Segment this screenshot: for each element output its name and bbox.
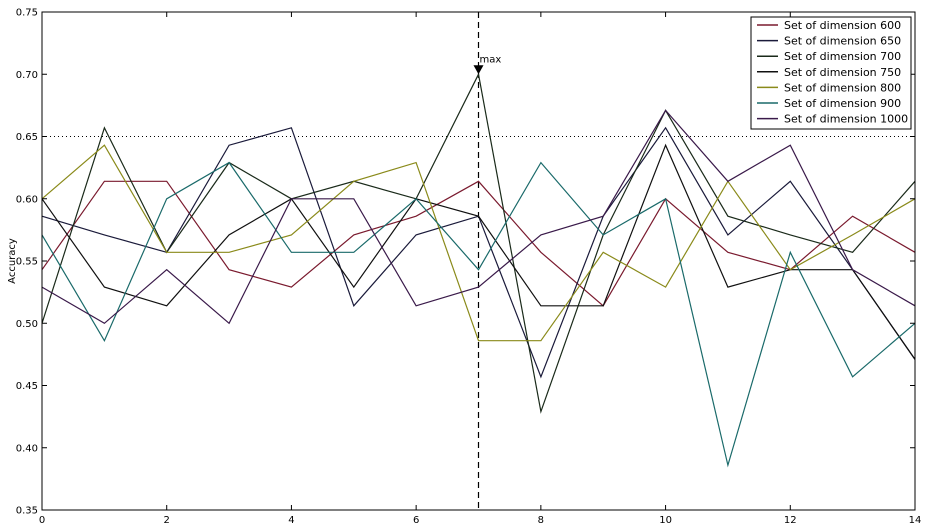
- series-line-5: [41, 144, 916, 342]
- x-tick-label: 4: [288, 515, 294, 526]
- x-tick-label: 12: [784, 515, 797, 526]
- legend-label: Set of dimension 800: [784, 81, 901, 94]
- legend: Set of dimension 600 Set of dimension 650…: [750, 16, 912, 130]
- series-line-6: [41, 161, 916, 468]
- series-line-1: [41, 180, 916, 307]
- y-tick-label: 0.75: [16, 8, 38, 19]
- x-tick-label: 2: [164, 515, 170, 526]
- x-tick-label: 0: [39, 515, 45, 526]
- y-tick-label: 0.70: [16, 70, 38, 81]
- legend-items: Set of dimension 600 Set of dimension 650…: [757, 19, 908, 126]
- legend-label: Set of dimension 700: [784, 50, 901, 63]
- series-line-3: [41, 72, 916, 414]
- x-tick-label: 10: [659, 515, 672, 526]
- legend-label: Set of dimension 650: [784, 35, 901, 48]
- y-tick-label: 0.60: [16, 194, 38, 205]
- y-tick-label: 0.55: [16, 257, 38, 268]
- x-tick-label: 6: [413, 515, 419, 526]
- series-layer: [41, 72, 916, 468]
- max-annotation-label: max: [480, 54, 502, 65]
- ticks-layer: 0 2 4 6 8 10 12 14 0.35 0.40 0.45 0.50 0.55 0.60 0.65 0…: [16, 8, 922, 527]
- legend-label: Set of dimension 900: [784, 97, 901, 110]
- series-line-4: [41, 143, 916, 360]
- y-tick-label: 0.35: [16, 506, 38, 517]
- legend-label: Set of dimension 750: [784, 66, 901, 79]
- max-marker-triangle: [473, 65, 484, 75]
- annotation-layer: max: [473, 54, 502, 75]
- x-tick-label: 8: [538, 515, 544, 526]
- legend-label: Set of dimension 600: [784, 19, 901, 32]
- y-tick-label: 0.50: [16, 319, 38, 330]
- y-tick-label: 0.65: [16, 132, 38, 143]
- y-tick-label: 0.40: [16, 443, 38, 454]
- x-tick-label: 14: [909, 515, 922, 526]
- legend-box: [750, 16, 912, 130]
- y-axis-title: Accuracy: [7, 238, 18, 284]
- reference-lines: [42, 12, 915, 510]
- y-tick-label: 0.45: [16, 381, 38, 392]
- series-line-7: [41, 109, 916, 325]
- legend-label: Set of dimension 1000: [784, 113, 908, 126]
